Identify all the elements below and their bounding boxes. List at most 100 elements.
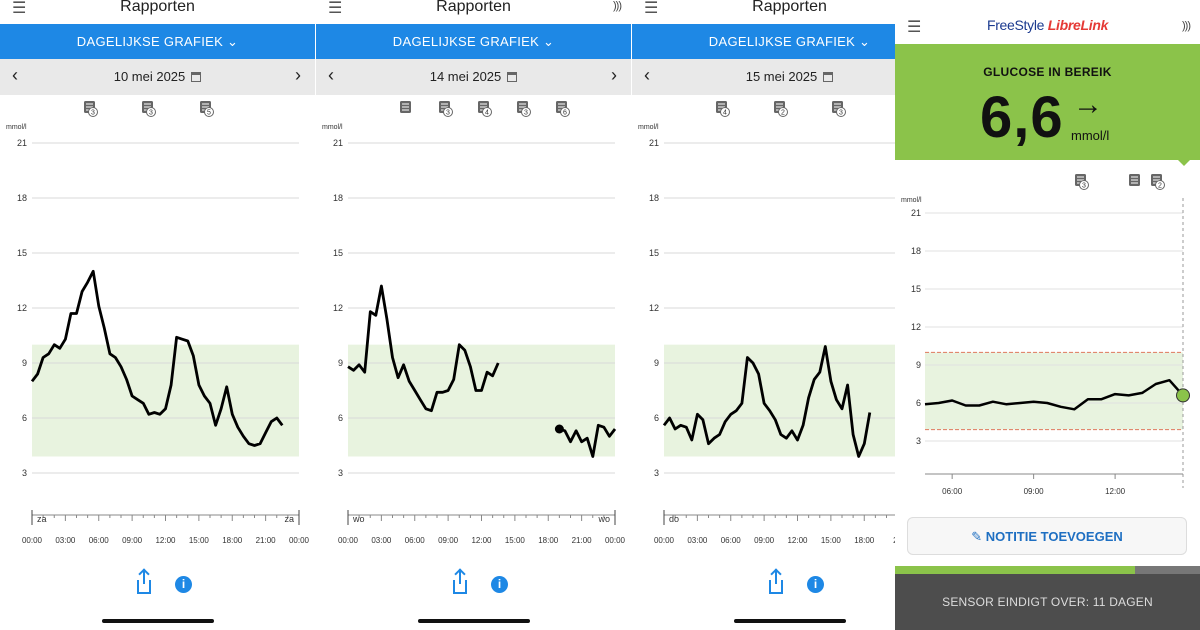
- glucose-line: [347, 284, 500, 413]
- hamburger-menu-icon[interactable]: ☰: [328, 0, 343, 17]
- date-label: 14 mei 2025: [429, 69, 502, 84]
- y-tick-label: 12: [911, 322, 921, 332]
- x-tick-label: 09:00: [438, 536, 459, 545]
- note-count-label: 3: [91, 110, 95, 117]
- x-tick-label: 12:00: [155, 536, 176, 545]
- next-day-arrow-icon[interactable]: ›: [295, 65, 301, 85]
- day-start-label: wo: [352, 514, 365, 524]
- target-range-band: [348, 344, 615, 457]
- y-tick-label: 12: [17, 303, 27, 313]
- x-tick-label: 06:00: [721, 536, 742, 545]
- nfc-scan-icon[interactable]: ))): [1182, 20, 1191, 32]
- date-label: 10 mei 2025: [113, 69, 186, 84]
- x-tick-label: 03:00: [55, 536, 76, 545]
- report-screen-2: ☰ Rapporten ))) DAGELIJKSE GRAFIEK ⌄ ‹ 1…: [316, 0, 631, 630]
- glucose-value: 6,6: [980, 85, 1064, 150]
- hamburger-menu-icon[interactable]: ☰: [907, 19, 922, 36]
- home-indicator: [734, 619, 846, 623]
- hamburger-menu-icon[interactable]: ☰: [644, 0, 659, 17]
- report-selector[interactable]: DAGELIJKSE GRAFIEK ⌄: [632, 24, 895, 59]
- y-tick-label: 21: [17, 138, 27, 148]
- glucose-line: [924, 378, 1184, 411]
- glucose-line: [30, 269, 284, 447]
- top-bar: ☰ Rapporten: [632, 0, 895, 24]
- x-tick-label: 00:00: [22, 536, 43, 545]
- note-count-label: 3: [149, 110, 153, 117]
- x-tick-label: 12:00: [471, 536, 492, 545]
- note-count-badge: [1155, 180, 1165, 190]
- pencil-icon: ✎: [971, 529, 983, 544]
- x-tick-label: 18:00: [538, 536, 559, 545]
- y-axis-unit: mmol/l: [901, 197, 922, 204]
- share-icon[interactable]: [137, 571, 151, 594]
- y-tick-label: 12: [333, 303, 343, 313]
- hamburger-menu-icon[interactable]: ☰: [12, 0, 27, 17]
- x-tick-label: 00:00: [654, 536, 675, 545]
- info-icon[interactable]: i: [175, 576, 192, 593]
- note-count-label: 2: [781, 110, 785, 117]
- bottom-actions: i: [0, 571, 315, 598]
- date-display[interactable]: 15 mei 2025: [632, 69, 895, 84]
- x-tick-label: 00:00: [605, 536, 626, 545]
- note-count-badge: [1079, 180, 1089, 190]
- note-count-badge: [482, 107, 492, 117]
- date-display[interactable]: 10 mei 2025: [0, 69, 315, 84]
- x-tick-label: 09:00: [754, 536, 775, 545]
- x-tick-label: 03:00: [371, 536, 392, 545]
- day-end-label: wo: [597, 514, 610, 524]
- x-tick-label: 21: [893, 536, 895, 545]
- date-display[interactable]: 14 mei 2025: [316, 69, 631, 84]
- note-count-badge: [146, 107, 156, 117]
- y-tick-label: 15: [17, 248, 27, 258]
- target-range-band: [32, 344, 299, 457]
- x-tick-label: 21:00: [572, 536, 593, 545]
- previous-day-arrow-icon[interactable]: ‹: [328, 65, 334, 85]
- live-glucose-chart: mmol/l 3 2 21 18 15 12 9 6 3 06:00 09:00 12:00: [901, 174, 1190, 496]
- home-indicator: [418, 619, 530, 623]
- page-title: Rapporten: [436, 0, 511, 15]
- day-start-label: za: [37, 514, 47, 524]
- previous-day-arrow-icon[interactable]: ‹: [644, 65, 650, 85]
- y-tick-label: 3: [916, 436, 921, 446]
- x-tick-label: 06:00: [89, 536, 110, 545]
- note-count-badge: [560, 107, 570, 117]
- add-note-button[interactable]: ✎ NOTITIE TOEVOEGEN: [907, 517, 1187, 555]
- y-tick-label: 9: [654, 358, 659, 368]
- share-icon[interactable]: [453, 571, 467, 594]
- date-navigator: ‹ 10 mei 2025 ›: [0, 59, 315, 95]
- glucose-daily-chart: mmol/l 21 18 15 12 9 6 3 wo wo 00:00 03:00 06:00 09:0…: [322, 101, 626, 545]
- note-count-badge: [443, 107, 453, 117]
- target-range-band: [664, 344, 895, 457]
- y-tick-label: 9: [338, 358, 343, 368]
- x-tick-label: 18:00: [222, 536, 243, 545]
- info-icon[interactable]: i: [807, 576, 824, 593]
- next-day-arrow-icon[interactable]: ›: [611, 65, 617, 85]
- y-tick-label: 12: [649, 303, 659, 313]
- share-icon[interactable]: [769, 571, 783, 594]
- y-tick-label: 6: [338, 413, 343, 423]
- glucose-line: [558, 423, 617, 458]
- note-count-label: 2: [1158, 183, 1162, 190]
- y-tick-label: 6: [22, 413, 27, 423]
- note-count-label: 4: [485, 110, 489, 117]
- previous-day-arrow-icon[interactable]: ‹: [12, 65, 18, 85]
- note-count-badge: [720, 107, 730, 117]
- y-axis-unit: mmol/l: [322, 124, 343, 131]
- live-glucose-screen: ☰ ))) FreeStyle LibreLink GLUCOSE IN BER…: [895, 0, 1200, 630]
- date-label: 15 mei 2025: [745, 69, 818, 84]
- note-count-label: 3: [839, 110, 843, 117]
- nfc-scan-icon[interactable]: ))): [613, 0, 622, 12]
- info-icon[interactable]: i: [491, 576, 508, 593]
- report-selector[interactable]: DAGELIJKSE GRAFIEK ⌄: [316, 24, 631, 59]
- current-reading-point: [1176, 388, 1190, 403]
- note-count-badge: [204, 107, 214, 117]
- report-selector[interactable]: DAGELIJKSE GRAFIEK ⌄: [0, 24, 315, 59]
- note-count-label: 3: [446, 110, 450, 117]
- page-title: Rapporten: [120, 0, 195, 15]
- brand-product: LibreLink: [1047, 17, 1109, 33]
- x-tick-label: 03:00: [687, 536, 708, 545]
- note-count-badge: [836, 107, 846, 117]
- date-navigator: ‹ 15 mei 2025: [632, 59, 895, 95]
- trend-arrow-icon: →: [1073, 88, 1103, 121]
- glucose-unit: mmol/l: [1071, 128, 1110, 143]
